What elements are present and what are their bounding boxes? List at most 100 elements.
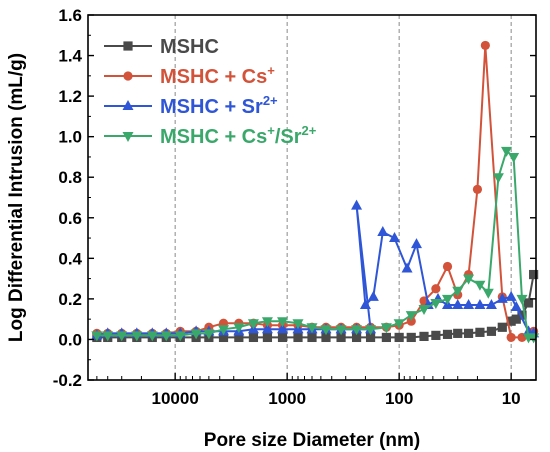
data-point (351, 199, 363, 210)
legend-label: MSHC (160, 36, 219, 58)
legend-label: MSHC + Sr2+ (160, 93, 278, 118)
data-point (359, 298, 371, 309)
x-axis-label: Pore size Diameter (nm) (204, 430, 420, 451)
data-point (505, 290, 517, 301)
y-tick-label: 1.6 (58, 6, 82, 25)
data-point (389, 232, 401, 243)
y-tick-label: 1.2 (58, 87, 82, 106)
data-point (335, 325, 347, 336)
data-point (486, 326, 497, 336)
data-point (442, 261, 453, 272)
data-point (262, 332, 273, 343)
legend-marker (122, 100, 134, 110)
data-point (406, 332, 416, 343)
data-point (508, 152, 520, 163)
data-point (411, 238, 423, 249)
data-point (419, 331, 429, 342)
x-tick-label: 1000 (268, 389, 306, 408)
data-point (351, 332, 362, 343)
x-tick-label: 10000 (152, 389, 199, 408)
x-tick-label: 10 (502, 389, 521, 408)
legend-label: MSHC + Cs+ (160, 63, 275, 88)
data-point (418, 305, 430, 316)
data-point (102, 331, 114, 342)
data-point (431, 284, 441, 294)
data-point (480, 40, 490, 51)
data-point (292, 319, 304, 330)
data-point (406, 316, 416, 326)
data-point (401, 262, 413, 273)
legend-label: MSHC + Cs+/Sr2+ (160, 123, 317, 148)
legend-marker (123, 41, 133, 51)
data-point (293, 332, 303, 343)
axes: -0.2 0.0 0.2 0.4 0.6 0.8 1.0 1.2 1.4 1.6 10000 1000… (53, 6, 537, 408)
legend-marker (123, 71, 133, 81)
data-point (91, 331, 103, 342)
data-point (261, 323, 273, 334)
data-point (160, 331, 172, 342)
y-tick-label: 0.0 (58, 330, 82, 349)
data-point (277, 332, 288, 343)
legend-entry: MSHC + Cs+ (104, 63, 275, 88)
data-point (146, 331, 158, 342)
data-point (365, 325, 377, 336)
data-point (475, 327, 485, 337)
data-point (442, 329, 453, 339)
data-point (203, 329, 215, 340)
data-point (482, 288, 494, 299)
series-line (96, 45, 535, 339)
data-point (336, 332, 346, 343)
data-point (277, 323, 289, 334)
data-point (351, 325, 363, 336)
y-tick-label: 0.6 (58, 209, 82, 228)
data-point (472, 184, 483, 194)
y-tick-label: 1.4 (58, 47, 82, 66)
data-point (511, 314, 521, 324)
y-axis-label: Log Differential Intrusion (mL/g) (6, 53, 27, 342)
data-point (307, 332, 317, 343)
data-point (218, 332, 229, 343)
y-tick-label: -0.2 (53, 371, 82, 390)
legend: MSHC MSHC + Cs+ MSHC + Sr2+ MSHC + Cs+/Sr2+ (104, 36, 317, 148)
data-point (492, 173, 504, 184)
data-point (463, 298, 475, 309)
data-point (442, 294, 454, 305)
data-point (430, 298, 442, 309)
data-point (365, 332, 376, 343)
data-point (510, 301, 522, 311)
data-point (367, 290, 379, 301)
data-point (453, 328, 463, 338)
data-point (190, 329, 202, 340)
data-point (501, 146, 513, 157)
data-point (485, 298, 497, 309)
data-point (506, 332, 516, 343)
data-point (431, 330, 441, 340)
data-point (517, 310, 527, 320)
data-point (516, 294, 528, 305)
data-point (463, 274, 475, 285)
data-point (248, 332, 259, 343)
series-2 (91, 199, 540, 340)
y-tick-label: 0.4 (58, 249, 82, 268)
legend-entry: MSHC + Sr2+ (104, 93, 278, 118)
y-tick-label: 1.0 (58, 128, 82, 147)
data-point (452, 298, 464, 309)
data-point (474, 298, 486, 309)
data-point (474, 280, 486, 291)
data-point (496, 292, 508, 303)
y-tick-label: 0.8 (58, 168, 82, 187)
data-point (218, 325, 230, 336)
data-point (463, 328, 474, 338)
series-3 (91, 146, 540, 344)
series-line (96, 149, 534, 339)
data-point (381, 332, 391, 343)
data-point (377, 225, 389, 236)
data-point (523, 298, 534, 308)
data-point (234, 332, 244, 343)
data-point (131, 331, 143, 342)
data-point (233, 323, 245, 334)
data-point (393, 319, 405, 330)
data-point (321, 332, 331, 343)
data-point (261, 317, 273, 328)
